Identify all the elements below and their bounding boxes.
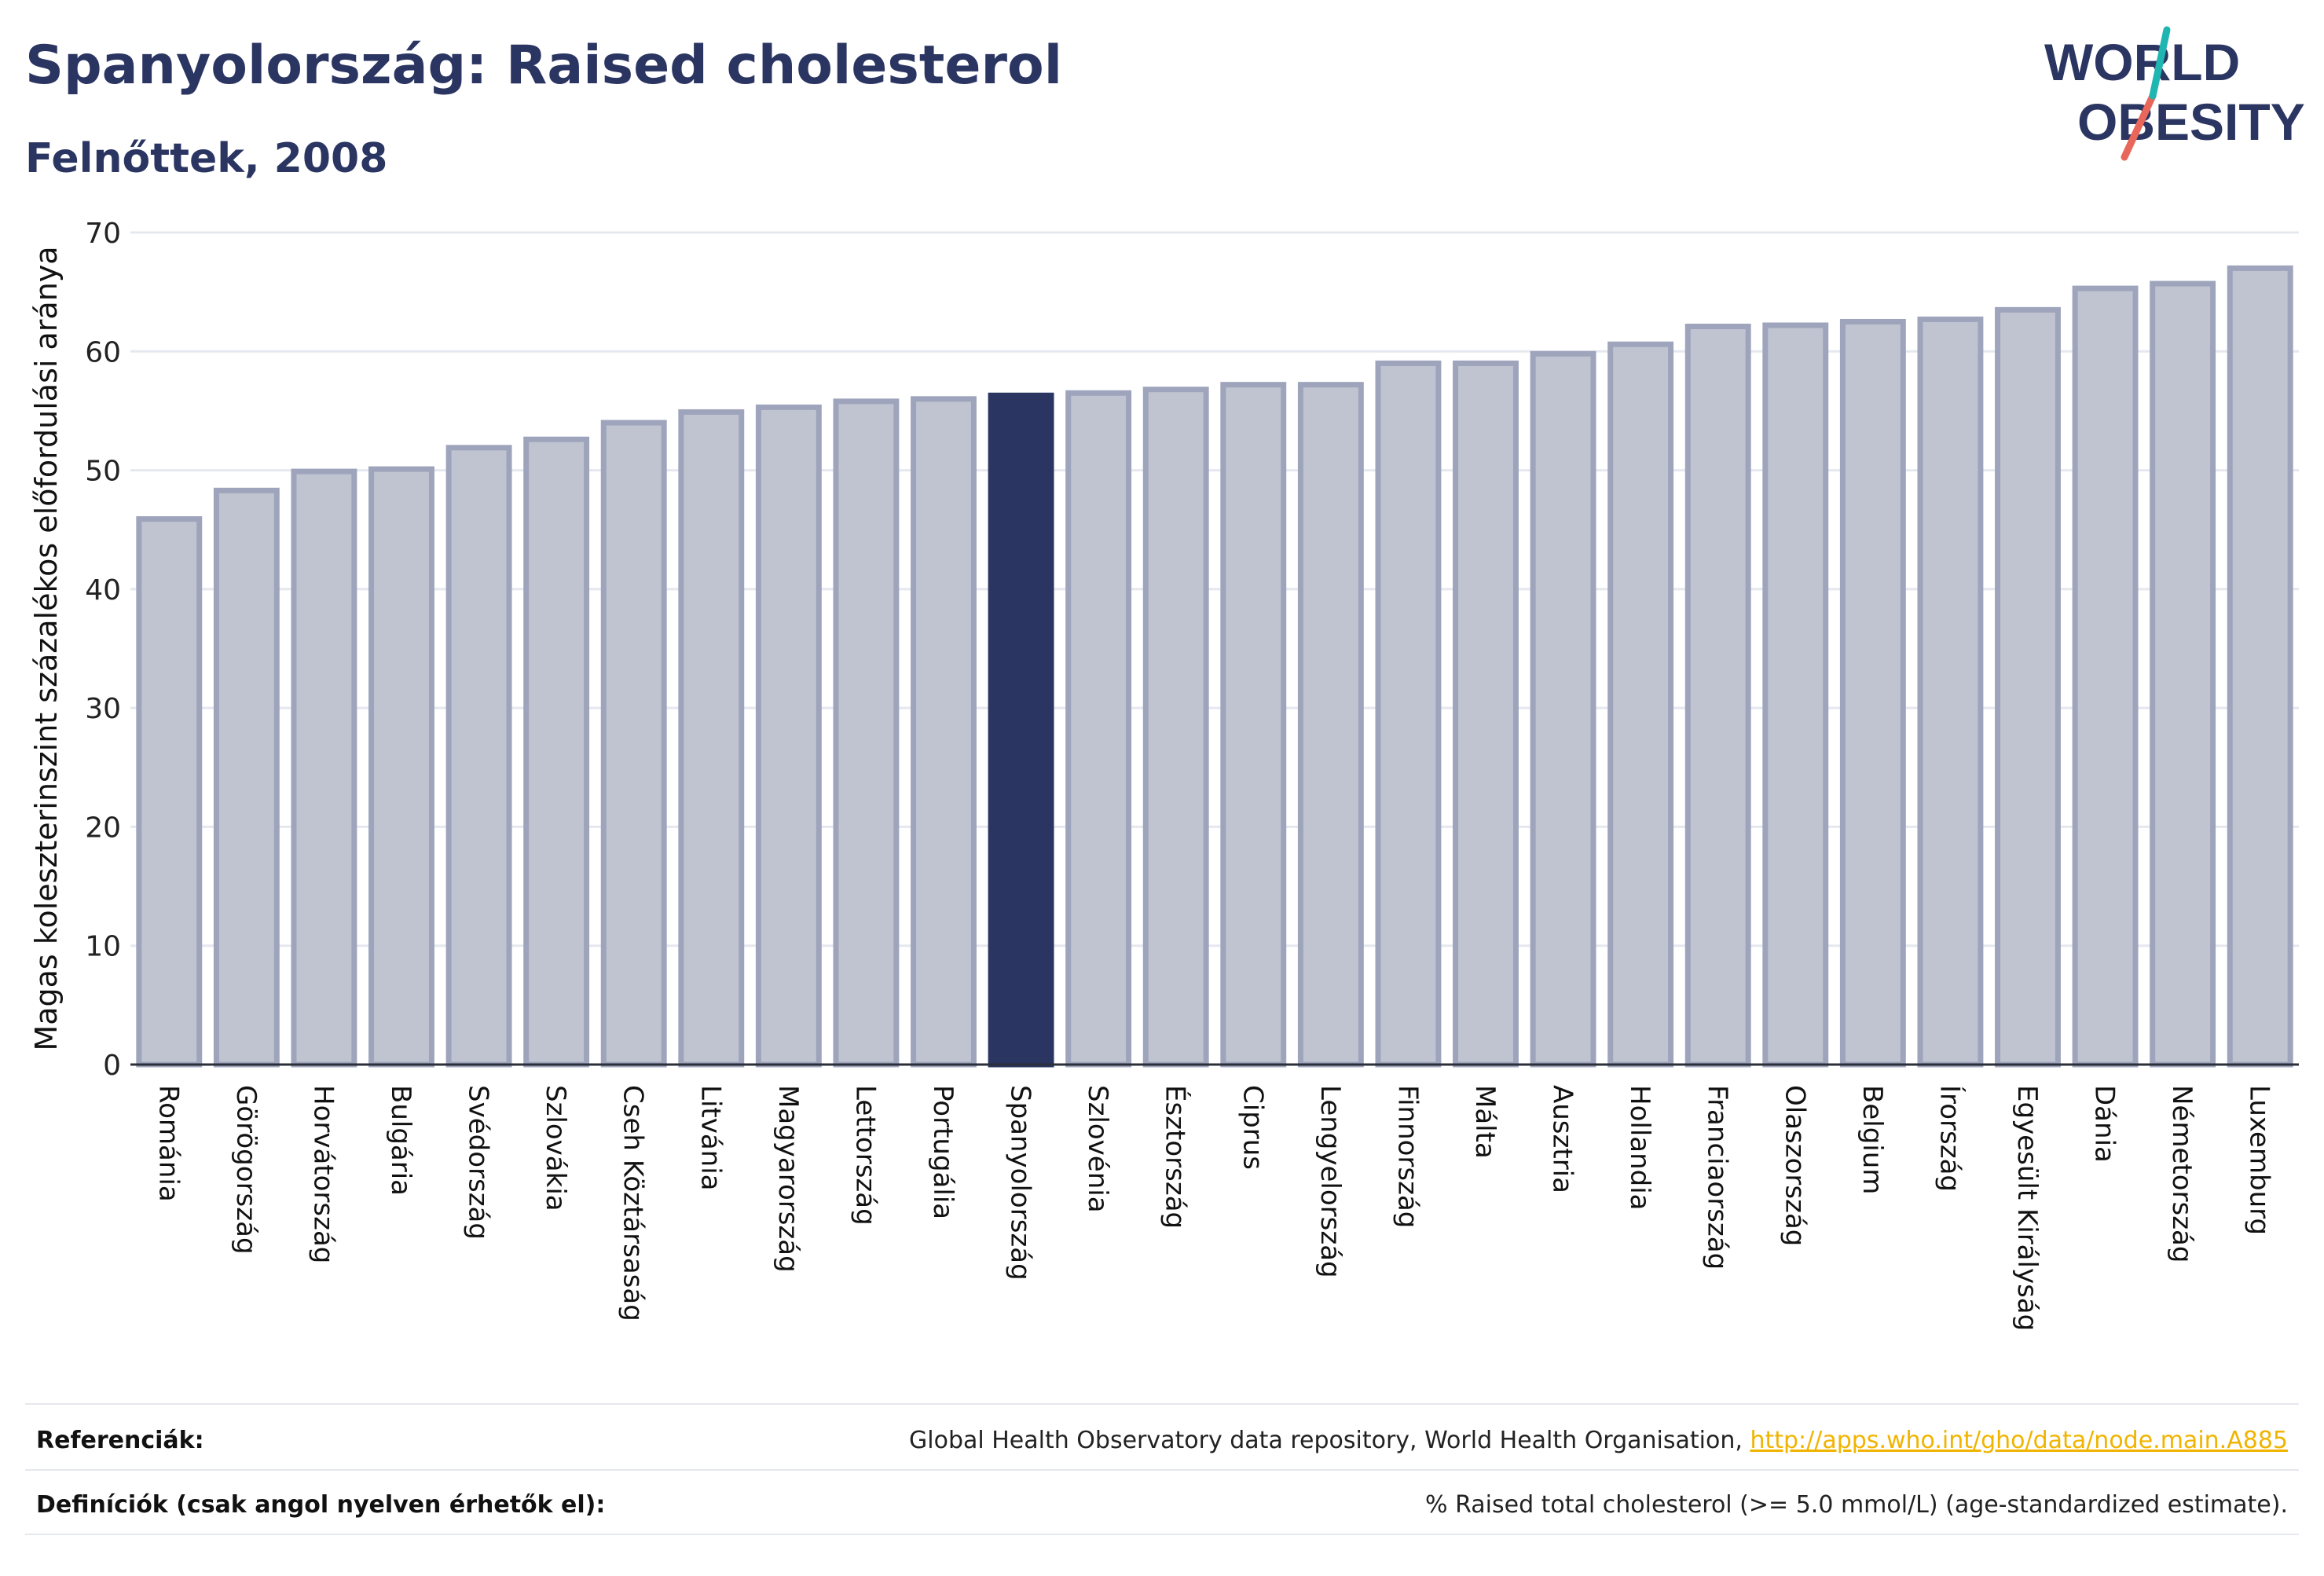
references-value: Global Health Observatory data repositor… bbox=[909, 1427, 2288, 1454]
x-tick-label: Finnország bbox=[1391, 1085, 1423, 1228]
bar bbox=[755, 404, 822, 1068]
bar-chart: 0 10 20 30 40 50 60 70 Magas koleszterinszint sz… bbox=[29, 218, 2299, 1331]
x-tick-label: Horvátország bbox=[307, 1085, 339, 1263]
y-tick-label: 60 bbox=[85, 336, 121, 368]
bar bbox=[2227, 265, 2293, 1068]
bar bbox=[600, 420, 667, 1068]
bar bbox=[213, 487, 280, 1068]
x-tick-label: Románia bbox=[152, 1085, 184, 1202]
bar bbox=[523, 436, 590, 1068]
y-axis-title: Magas koleszterinszint százalékos előfor… bbox=[29, 246, 64, 1050]
definitions-label: Definíciók (csak angol nyelven érhetők e… bbox=[36, 1491, 606, 1519]
x-tick-label: Magyarország bbox=[772, 1085, 804, 1273]
x-tick-label: Szlovákia bbox=[540, 1085, 571, 1211]
bar bbox=[1917, 316, 1984, 1068]
bar bbox=[1220, 382, 1287, 1068]
x-tick-label: Észtország bbox=[1160, 1085, 1192, 1229]
x-tick-label: Cseh Köztársaság bbox=[618, 1085, 649, 1321]
x-tick-label: Svédország bbox=[463, 1085, 494, 1240]
y-tick-label: 30 bbox=[85, 693, 121, 725]
world-obesity-logo: WORLD OBESITY bbox=[2044, 26, 2305, 161]
bar-highlighted bbox=[988, 392, 1054, 1068]
bar bbox=[1142, 387, 1209, 1068]
x-tick-label: Írország bbox=[1934, 1085, 1966, 1192]
x-tick-label: Spanyolország bbox=[1005, 1085, 1036, 1281]
x-tick-label: Ciprus bbox=[1237, 1085, 1268, 1170]
footer-divider-top bbox=[25, 1403, 2299, 1405]
bar bbox=[1297, 382, 1364, 1068]
x-tick-label: Egyesült Királyság bbox=[2011, 1085, 2043, 1331]
bar bbox=[445, 445, 512, 1068]
bar bbox=[1375, 360, 1442, 1068]
chart-title: Spanyolország: Raised cholesterol bbox=[25, 35, 1063, 97]
references-label: Referenciák: bbox=[36, 1427, 204, 1454]
bar bbox=[368, 466, 434, 1068]
bar bbox=[678, 409, 745, 1068]
y-tick-label: 10 bbox=[85, 931, 121, 963]
x-tick-label: Belgium bbox=[1857, 1085, 1888, 1194]
y-tick-label: 40 bbox=[85, 574, 121, 607]
references-link[interactable]: http://apps.who.int/gho/data/node.main.A… bbox=[1750, 1427, 2288, 1454]
x-tick-label: Luxemburg bbox=[2244, 1085, 2275, 1235]
footer-divider-middle bbox=[25, 1469, 2299, 1471]
x-tick-label: Németország bbox=[2166, 1085, 2198, 1263]
references-text: Global Health Observatory data repositor… bbox=[909, 1427, 1750, 1454]
x-tick-label: Litvánia bbox=[695, 1085, 726, 1191]
x-tick-label: Dánia bbox=[2089, 1085, 2121, 1163]
chart-subtitle: Felnőttek, 2008 bbox=[25, 135, 388, 182]
x-tick-label: Lettország bbox=[849, 1085, 881, 1226]
y-tick-label: 20 bbox=[85, 812, 121, 844]
y-tick-label: 0 bbox=[103, 1050, 121, 1082]
x-tick-label: Görögország bbox=[230, 1085, 262, 1255]
footer-divider-bottom bbox=[25, 1534, 2299, 1535]
bar bbox=[1065, 390, 1132, 1068]
bar bbox=[1762, 322, 1829, 1068]
bar bbox=[1453, 360, 1519, 1068]
bar bbox=[1530, 350, 1596, 1068]
bar bbox=[136, 516, 203, 1068]
logo-line-1: WORLD bbox=[2044, 33, 2240, 91]
x-tick-label: Lengyelország bbox=[1314, 1085, 1346, 1278]
logo-slash-teal bbox=[2149, 26, 2171, 100]
bar bbox=[833, 398, 900, 1068]
bar bbox=[1995, 306, 2061, 1068]
x-tick-label: Málta bbox=[1469, 1085, 1501, 1159]
bar bbox=[911, 396, 977, 1068]
x-tick-label: Franciaország bbox=[1702, 1085, 1733, 1270]
bar bbox=[1839, 318, 1906, 1068]
x-tick-label: Szlovénia bbox=[1082, 1085, 1113, 1213]
bar bbox=[291, 468, 357, 1068]
x-tick-label: Portugália bbox=[927, 1085, 959, 1219]
x-tick-label: Hollandia bbox=[1624, 1085, 1655, 1211]
y-tick-label: 50 bbox=[85, 456, 121, 488]
y-tick-label: 70 bbox=[85, 218, 121, 250]
logo-slash-coral bbox=[2121, 92, 2157, 161]
bar bbox=[2150, 280, 2216, 1068]
bar bbox=[1607, 341, 1674, 1068]
definitions-text: % Raised total cholesterol (>= 5.0 mmol/… bbox=[1425, 1491, 2288, 1519]
bar bbox=[2072, 285, 2139, 1068]
bar bbox=[1684, 324, 1751, 1068]
x-tick-label: Bulgária bbox=[385, 1085, 416, 1196]
logo-line-2: OBESITY bbox=[2077, 93, 2305, 151]
x-tick-label: Ausztria bbox=[1547, 1085, 1578, 1193]
x-tick-label: Olaszország bbox=[1779, 1085, 1810, 1246]
